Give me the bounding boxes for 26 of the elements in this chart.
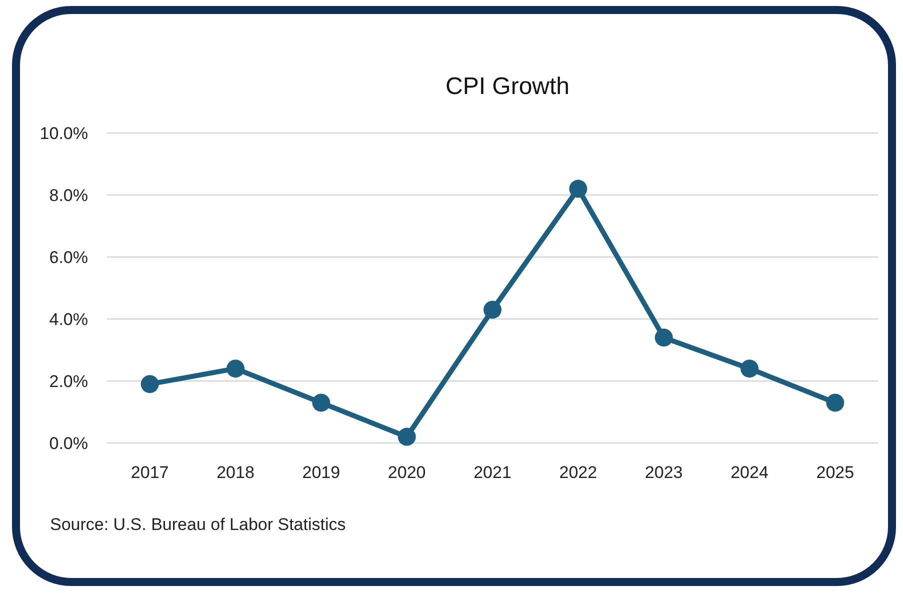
point [398,428,416,446]
y-tick-label: 8.0% [49,186,88,205]
point [226,360,244,378]
point [740,360,758,378]
point [569,180,588,198]
x-tick-label: 2022 [559,463,598,482]
point [826,394,844,412]
x-tick-label: 2024 [730,463,768,482]
x-tick-label: 2019 [302,463,340,482]
x-tick-label: 2023 [644,463,683,482]
x-tick-label: 2020 [388,463,426,482]
y-tick-label: 2.0% [49,372,88,391]
source-note: Source: U.S. Bureau of Labor Statistics [50,515,346,534]
point [654,328,673,347]
x-tick-label: 2025 [816,463,854,482]
y-tick-label: 0.0% [49,434,88,453]
y-tick-label: 4.0% [49,310,88,329]
point [140,375,159,394]
x-tick-label: 2021 [474,463,512,482]
x-tick-label: 2018 [216,463,254,482]
x-tick-label: 2017 [130,463,169,482]
point [484,300,502,319]
y-tick-label: 10.0% [40,124,88,143]
y-tick-label: 6.0% [49,248,88,267]
chart-title: CPI Growth [445,73,570,100]
point [312,394,330,412]
